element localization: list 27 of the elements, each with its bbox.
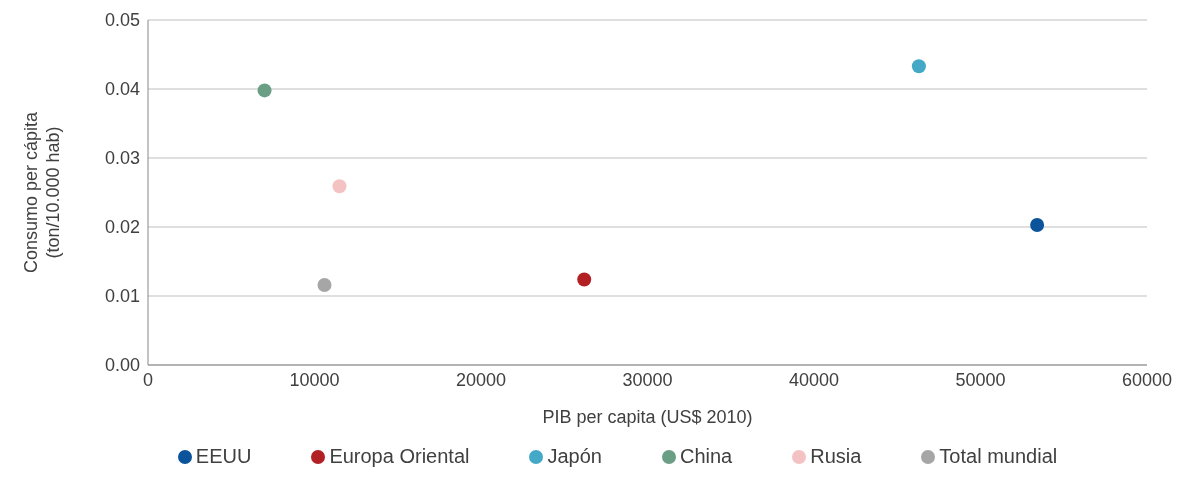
y-tick-label: 0.04 [104, 79, 140, 100]
y-tick-label: 0.02 [104, 217, 140, 238]
point [257, 83, 272, 98]
point [911, 59, 926, 74]
y-tick-label: 0.00 [104, 355, 140, 376]
point [317, 277, 332, 292]
legend-label: Total mundial [938, 445, 1058, 468]
x-tick-label: 40000 [788, 369, 840, 390]
legend-label: Europa Oriental [328, 445, 470, 468]
y-tick-label: 0.01 [104, 286, 140, 307]
x-tick-label: 50000 [955, 369, 1006, 390]
x-tick-label: 30000 [622, 369, 673, 390]
point [577, 272, 592, 287]
x-tick-label: 60000 [1121, 369, 1173, 390]
x-tick-label: 0 [142, 369, 154, 390]
point [1030, 217, 1045, 232]
x-tick-label: 20000 [455, 369, 507, 390]
legend-label: Japón [546, 445, 602, 468]
x-tick-label: 10000 [289, 369, 340, 390]
y-tick-label: 0.05 [104, 10, 140, 31]
legend-label: China [678, 445, 733, 468]
y-tick-label: 0.03 [104, 148, 140, 169]
x-axis-title: PIB per capita (US$ 2010) [542, 407, 753, 427]
y-axis-title: Consumo per cápita (ton/10.000 hab) [21, 110, 63, 274]
point [332, 179, 347, 194]
legend-label: Rusia [809, 445, 862, 468]
legend-label: EEUU [194, 445, 252, 468]
